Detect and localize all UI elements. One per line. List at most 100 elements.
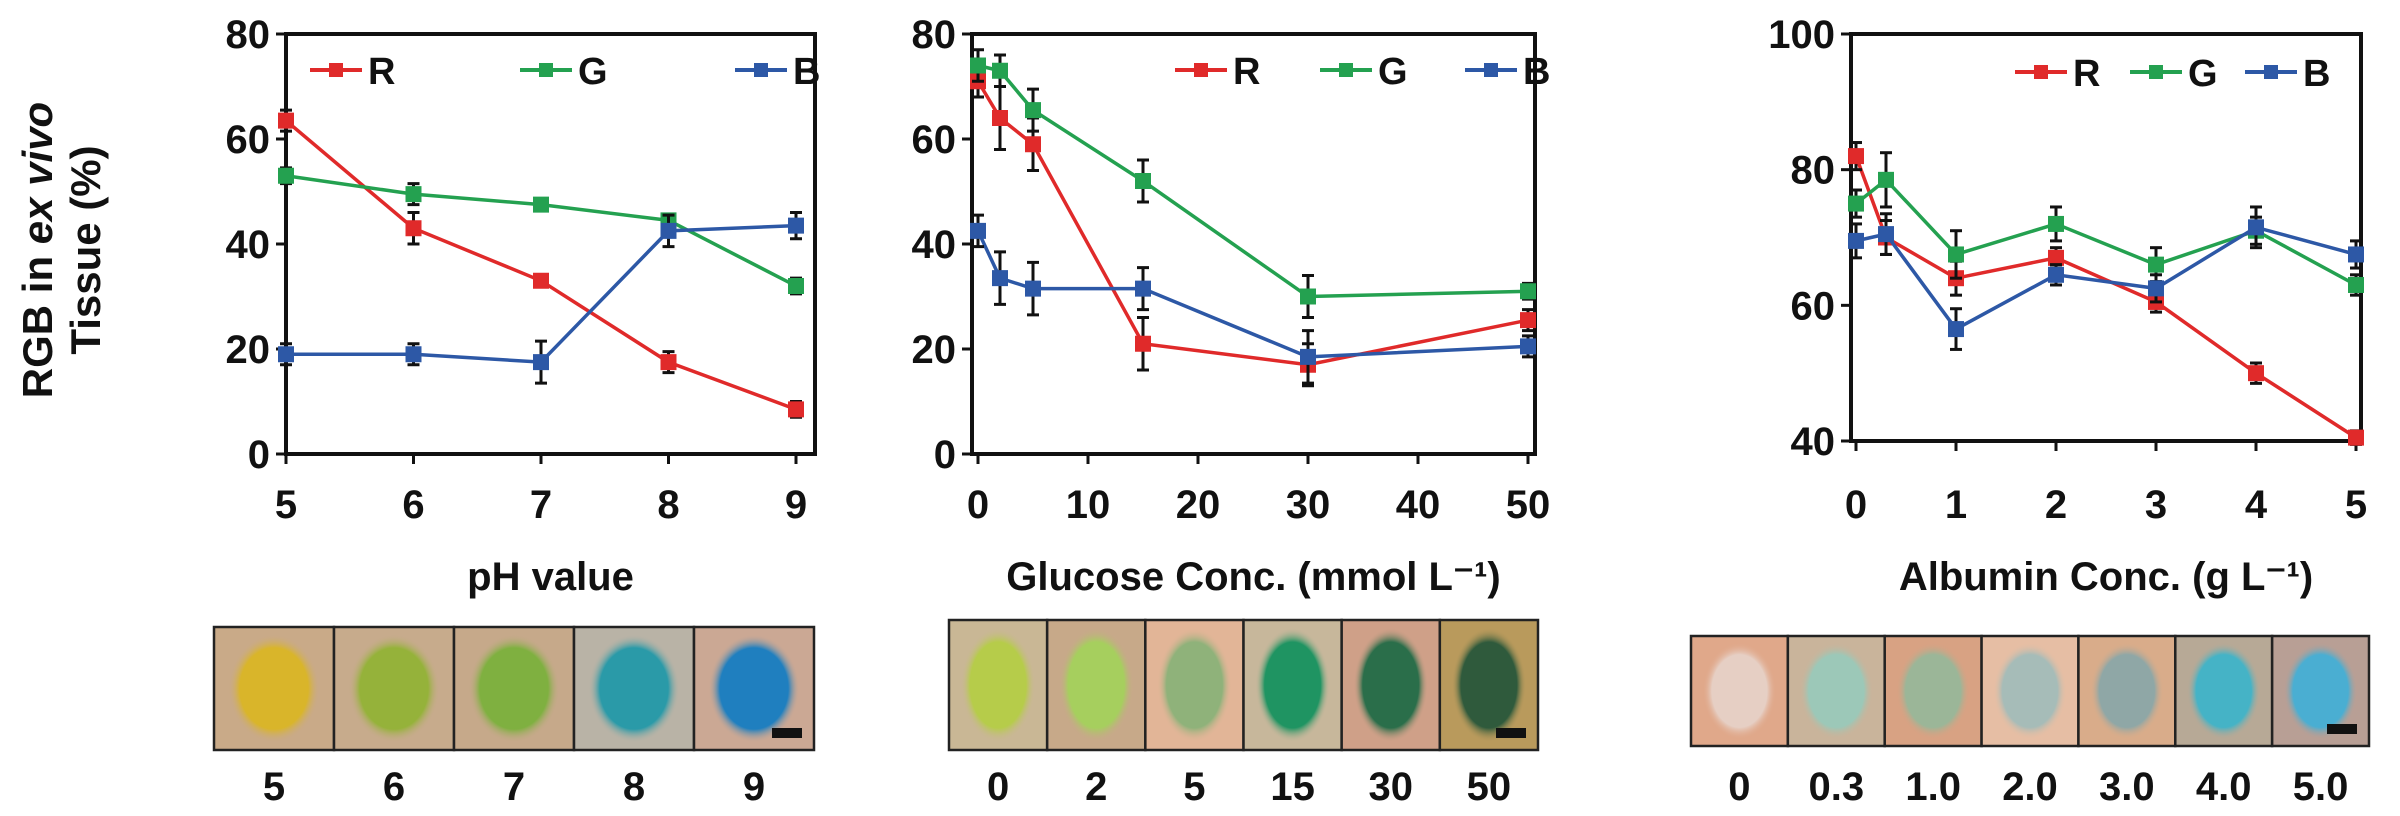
x-tick-label: 50 — [1506, 483, 1551, 527]
series-G — [970, 48, 1536, 319]
data-point — [2248, 365, 2264, 382]
legend-label: R — [1233, 51, 1260, 93]
data-point — [1025, 102, 1041, 119]
y-tick-label: 100 — [1768, 13, 1835, 57]
series-B — [278, 211, 804, 385]
y-tick-label: 60 — [912, 118, 957, 162]
tissue-spot — [588, 634, 680, 743]
y-tick-label: 20 — [226, 328, 271, 372]
series-B — [970, 213, 1536, 385]
legend-item-R: R — [1175, 51, 1260, 93]
data-point — [1948, 246, 1964, 263]
x-axis-label: Albumin Conc. (g L⁻¹) — [1899, 555, 2313, 599]
x-tick-label: 7 — [530, 483, 552, 527]
tissue-spot — [348, 634, 440, 743]
tissue-spot — [1157, 627, 1232, 743]
data-point — [788, 401, 804, 418]
x-tick-label: 2 — [2045, 483, 2067, 527]
y-axis-label-line2: Tissue (%) — [62, 145, 109, 354]
photo-label: 2 — [1085, 765, 1107, 809]
legend-label: B — [2303, 53, 2330, 95]
data-point — [1025, 136, 1041, 153]
legend-label: G — [2188, 53, 2218, 95]
tissue-spot — [1058, 627, 1134, 743]
x-axis-label: Glucose Conc. (mmol L⁻¹) — [1006, 555, 1500, 599]
data-point — [2348, 276, 2364, 293]
data-point — [278, 346, 294, 363]
series-B — [1848, 205, 2364, 351]
data-point — [1848, 148, 1864, 165]
data-point — [278, 167, 294, 184]
data-point — [992, 270, 1008, 287]
legend-marker — [1339, 63, 1353, 77]
data-point — [2348, 429, 2364, 446]
legend-marker — [2264, 65, 2278, 79]
x-tick-label: 0 — [1845, 483, 1867, 527]
series-line — [976, 80, 1529, 367]
photo-label: 5 — [1183, 765, 1205, 809]
data-point — [788, 278, 804, 294]
x-tick-label: 9 — [785, 483, 807, 527]
legend-label: B — [793, 51, 820, 93]
photo-label: 30 — [1369, 765, 1414, 809]
legend-item-B: B — [735, 51, 820, 93]
data-point — [1025, 280, 1041, 297]
data-point — [1300, 288, 1316, 305]
photo-label: 8 — [623, 765, 645, 809]
scale-bar — [1496, 728, 1526, 738]
x-tick-label: 3 — [2145, 483, 2167, 527]
photo-label: 2.0 — [2002, 765, 2058, 809]
legend-item-G: G — [520, 51, 608, 93]
data-point — [405, 220, 422, 237]
y-tick-label: 40 — [912, 223, 957, 267]
tissue-spot — [708, 634, 800, 743]
y-tick-label: 80 — [1791, 149, 1836, 193]
legend-label: B — [1523, 51, 1550, 93]
tissue-spot — [468, 634, 560, 743]
data-point — [2148, 280, 2164, 297]
y-tick-label: 80 — [226, 13, 271, 57]
photo-label: 4.0 — [2196, 765, 2252, 809]
x-tick-label: 8 — [657, 483, 679, 527]
series-line — [285, 174, 797, 288]
x-tick-label: 0 — [967, 483, 989, 527]
y-tick-label: 40 — [1791, 420, 1836, 464]
data-point — [1878, 171, 1894, 188]
legend-marker — [2149, 65, 2163, 79]
legend-marker — [2034, 65, 2048, 79]
y-axis-label-italic: ex vivo — [14, 102, 61, 244]
data-point — [992, 62, 1008, 79]
data-point — [2248, 219, 2264, 236]
photo-label: 50 — [1467, 765, 1512, 809]
tissue-spot — [1353, 627, 1429, 743]
photo-strip — [1689, 634, 2371, 748]
tissue-spot — [1702, 642, 1777, 740]
photo-label: 0.3 — [1808, 765, 1864, 809]
y-tick-label: 0 — [934, 433, 956, 477]
chart-3: 40 60 80 100 0 1 2 3 4 5 Albumin Conc. (g L⁻¹) R G B 0… — [1689, 13, 2371, 809]
data-point — [1848, 195, 1864, 212]
data-point — [1135, 280, 1151, 297]
photo-label: 5.0 — [2293, 765, 2349, 809]
plot-frame — [284, 32, 817, 456]
tissue-spot — [1799, 642, 1874, 740]
x-tick-label: 20 — [1176, 483, 1221, 527]
tissue-spot — [2186, 642, 2261, 740]
x-tick-label: 30 — [1286, 483, 1331, 527]
legend-label: R — [2073, 53, 2100, 95]
photo-strip — [212, 625, 816, 752]
photo-label: 0 — [987, 765, 1009, 809]
photo-strip — [947, 618, 1540, 752]
legend-marker — [1484, 63, 1498, 77]
series-R — [278, 108, 804, 419]
photo-label: 0 — [1728, 765, 1750, 809]
data-point — [660, 354, 677, 371]
chart-1: 0 20 40 60 80 5 6 7 8 9 pH value R G B 5 6 7 8 9 — [212, 13, 820, 809]
tissue-spot — [1451, 627, 1527, 743]
data-point — [788, 217, 804, 234]
legend-item-R: R — [2015, 53, 2100, 95]
data-point — [2048, 215, 2064, 232]
data-point — [1300, 348, 1316, 365]
x-tick-label: 40 — [1396, 483, 1441, 527]
